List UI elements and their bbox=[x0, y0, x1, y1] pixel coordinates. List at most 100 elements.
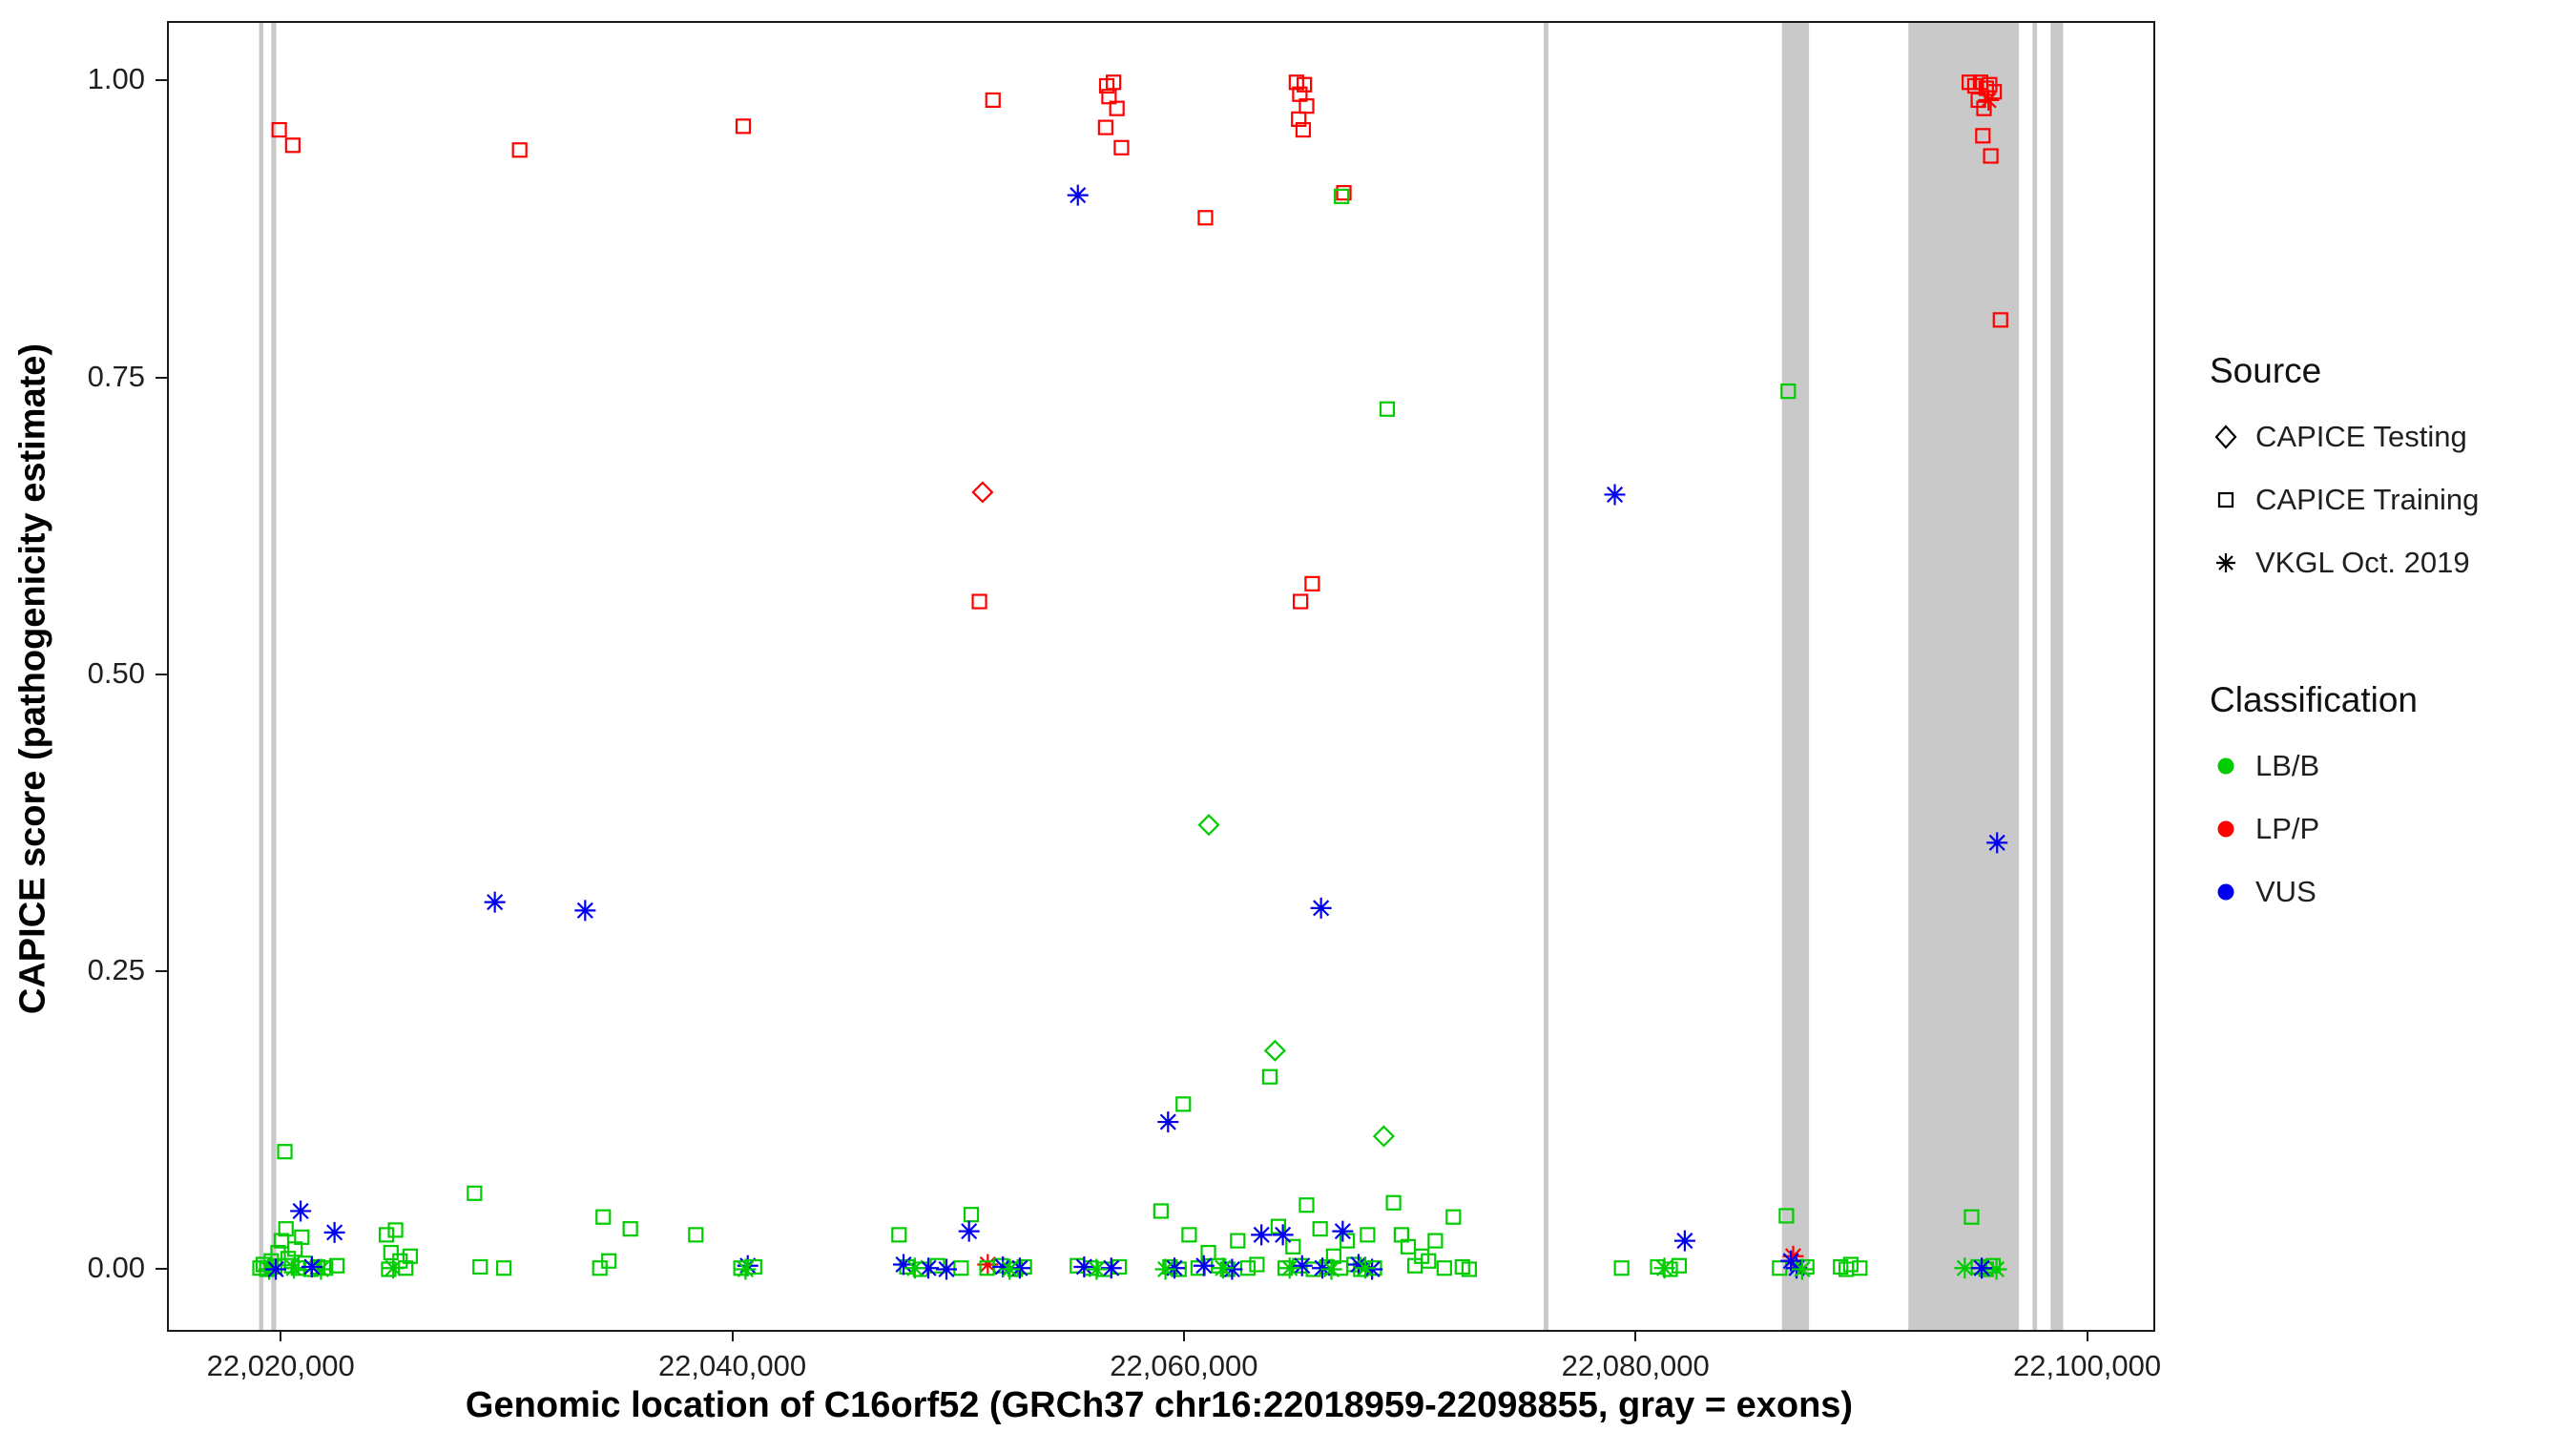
data-point bbox=[1780, 383, 1797, 400]
data-point bbox=[1970, 1258, 1986, 1275]
x-tick-mark bbox=[1634, 1330, 1637, 1341]
data-point bbox=[1197, 814, 1220, 837]
exon-band bbox=[259, 23, 264, 1330]
data-point bbox=[1100, 1257, 1122, 1279]
data-point bbox=[271, 121, 287, 138]
data-point bbox=[283, 1257, 305, 1279]
data-point bbox=[1975, 128, 1991, 144]
data-point bbox=[265, 1258, 287, 1280]
y-tick-label: 0.75 bbox=[87, 359, 145, 393]
data-point bbox=[1985, 1258, 2007, 1280]
data-point bbox=[511, 142, 528, 158]
data-point bbox=[1109, 100, 1125, 116]
data-point bbox=[1261, 1068, 1278, 1085]
exon-band bbox=[271, 23, 277, 1330]
data-point bbox=[277, 1144, 293, 1160]
x-axis-title: Genomic location of C16orf52 (GRCh37 chr… bbox=[465, 1385, 1854, 1425]
x-tick-label: 22,060,000 bbox=[1110, 1349, 1258, 1382]
y-tick-mark bbox=[156, 1267, 167, 1270]
data-point bbox=[1385, 1194, 1402, 1211]
data-point bbox=[1971, 1257, 1993, 1279]
data-point bbox=[1778, 1208, 1795, 1224]
data-point bbox=[1272, 1224, 1294, 1246]
exon-band bbox=[2050, 23, 2064, 1330]
data-point bbox=[284, 137, 301, 154]
data-point bbox=[1852, 1260, 1868, 1276]
data-point bbox=[735, 118, 752, 135]
data-point bbox=[1839, 1261, 1855, 1277]
data-point bbox=[383, 1257, 405, 1279]
y-tick-mark bbox=[156, 674, 167, 675]
data-point bbox=[1298, 1197, 1315, 1213]
data-point bbox=[1249, 1256, 1265, 1273]
x-tick-label: 22,040,000 bbox=[657, 1349, 807, 1382]
data-point bbox=[904, 1257, 925, 1279]
legend-label-vus: VUS bbox=[2255, 875, 2316, 908]
data-point bbox=[1978, 80, 1994, 96]
legend-item-capice-training: CAPICE Training bbox=[2210, 483, 2563, 517]
data-point bbox=[1355, 1257, 1377, 1279]
legend-item-capice-testing: CAPICE Testing bbox=[2210, 420, 2563, 454]
data-point bbox=[1297, 76, 1313, 93]
data-point bbox=[278, 1221, 294, 1237]
legend-item-lpp: LP/P bbox=[2210, 812, 2563, 846]
data-point bbox=[1312, 1221, 1328, 1237]
data-point bbox=[1304, 575, 1320, 591]
data-point bbox=[1461, 1261, 1477, 1277]
exon-band bbox=[1781, 23, 1810, 1330]
y-axis-title: CAPICE score (pathogenicity estimate) bbox=[12, 342, 53, 1015]
data-point bbox=[1613, 1260, 1630, 1276]
data-point bbox=[1008, 1257, 1030, 1279]
legend-group-source: Source CAPICE Testing CAPICE Training bbox=[2210, 351, 2563, 580]
legend-label-lbb: LB/B bbox=[2255, 749, 2320, 782]
data-point bbox=[484, 891, 506, 913]
data-point bbox=[891, 1227, 907, 1243]
data-point bbox=[1992, 312, 2008, 328]
y-tick-label: 0.25 bbox=[87, 953, 145, 987]
data-point bbox=[1154, 1258, 1176, 1280]
data-point bbox=[953, 1260, 969, 1276]
legend-group-classification: Classification LB/B LP/P VUS bbox=[2210, 680, 2563, 909]
x-tick-mark bbox=[2086, 1330, 2088, 1341]
data-point bbox=[592, 1260, 608, 1276]
x-tick-label: 22,020,000 bbox=[206, 1349, 355, 1382]
data-point bbox=[290, 1200, 312, 1222]
blue-dot-icon bbox=[2217, 883, 2234, 901]
x-tick-mark bbox=[1182, 1330, 1185, 1341]
data-point bbox=[1978, 89, 2000, 111]
data-point bbox=[1263, 1039, 1286, 1062]
data-point bbox=[1270, 1218, 1287, 1234]
data-point bbox=[1604, 484, 1626, 506]
data-point bbox=[735, 1258, 757, 1280]
data-point bbox=[323, 1221, 345, 1243]
data-point bbox=[622, 1221, 638, 1237]
data-point bbox=[963, 1207, 980, 1223]
data-point bbox=[1336, 185, 1352, 201]
data-point bbox=[1445, 1209, 1462, 1225]
data-point bbox=[1157, 1111, 1179, 1133]
data-point bbox=[1986, 832, 2008, 854]
data-point bbox=[1101, 89, 1117, 105]
x-tick-mark bbox=[280, 1330, 282, 1341]
data-point bbox=[1298, 98, 1315, 114]
data-point bbox=[472, 1258, 488, 1275]
legend: Source CAPICE Testing CAPICE Training bbox=[2210, 351, 2563, 909]
data-point bbox=[1251, 1224, 1273, 1246]
data-point bbox=[1097, 119, 1113, 135]
data-point bbox=[1671, 1257, 1688, 1274]
legend-label-capice-training: CAPICE Training bbox=[2255, 483, 2480, 516]
data-point bbox=[1673, 1230, 1695, 1252]
data-point bbox=[1086, 1258, 1108, 1280]
scatter-plot-canvas bbox=[252, 23, 2064, 1330]
data-point bbox=[1285, 1238, 1301, 1255]
legend-classification-title: Classification bbox=[2210, 680, 2418, 719]
data-point bbox=[574, 900, 596, 922]
data-point bbox=[1067, 184, 1089, 206]
data-point bbox=[688, 1227, 704, 1243]
legend-source-title: Source bbox=[2210, 351, 2322, 390]
data-point bbox=[1292, 593, 1309, 610]
data-point bbox=[1153, 1203, 1169, 1219]
y-tick-mark bbox=[156, 970, 167, 973]
data-point bbox=[496, 1260, 512, 1276]
data-point bbox=[1421, 1253, 1437, 1269]
